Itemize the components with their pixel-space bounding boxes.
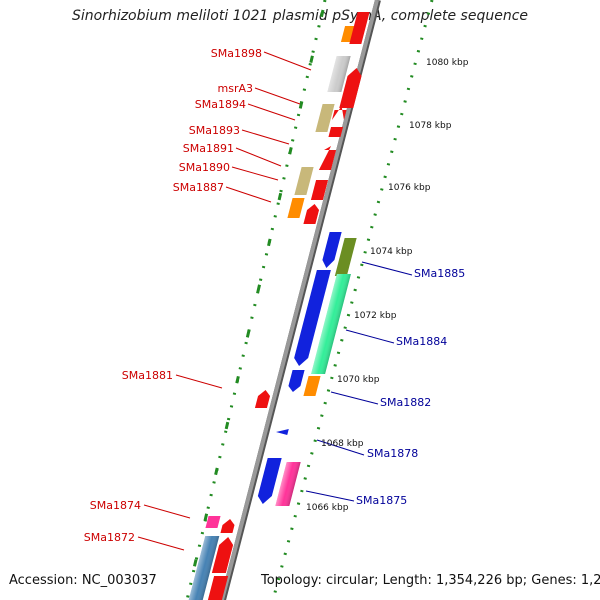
leader-line bbox=[143, 504, 191, 519]
gene-label: SMa1893 bbox=[189, 124, 240, 137]
gene-arrow bbox=[311, 274, 351, 374]
gene-arrow bbox=[294, 270, 331, 366]
right-gene-labels: SMa1885 SMa1884 SMa1882 SMa1878 SMa1875 bbox=[356, 267, 465, 507]
gene-label: SMa1885 bbox=[414, 267, 465, 280]
gene-label: SMa1874 bbox=[90, 499, 141, 512]
gene-label: msrA3 bbox=[218, 82, 254, 95]
leader-line bbox=[330, 391, 379, 405]
gene-arrow bbox=[288, 370, 305, 392]
gene-arrow bbox=[331, 106, 347, 120]
gene-arrow bbox=[303, 376, 321, 396]
gene-arrow bbox=[334, 238, 357, 276]
leader-line bbox=[254, 87, 301, 105]
gene-arrows bbox=[188, 12, 370, 600]
leader-line bbox=[316, 439, 365, 456]
gene-arrow bbox=[257, 458, 282, 504]
gene-arrow bbox=[254, 390, 271, 408]
kbp-tick-label: 1074 kbp bbox=[370, 247, 413, 257]
gene-arrow bbox=[322, 232, 342, 268]
right-leaders bbox=[305, 261, 413, 502]
leader-line bbox=[225, 186, 272, 203]
gene-arrow bbox=[310, 180, 329, 200]
leader-line bbox=[137, 536, 185, 551]
map-title: Sinorhizobium meliloti 1021 plasmid pSym… bbox=[71, 8, 529, 24]
gene-label: SMa1875 bbox=[356, 494, 407, 507]
gene-arrow bbox=[211, 537, 234, 573]
leader-line bbox=[235, 147, 282, 167]
gene-label: SMa1884 bbox=[396, 335, 447, 348]
gene-arrow bbox=[188, 536, 220, 600]
leader-line bbox=[247, 103, 296, 121]
leader-line bbox=[361, 261, 413, 276]
leader-line bbox=[305, 490, 355, 502]
gene-arrow bbox=[303, 204, 320, 224]
kbp-ticks: 1080 kbp 1078 kbp 1076 kbp 1074 kbp 1072… bbox=[306, 58, 469, 513]
topology-label: Topology: circular; Length: 1,354,226 bp… bbox=[261, 573, 600, 588]
kbp-tick-label: 1072 kbp bbox=[354, 311, 397, 321]
gene-arrow bbox=[275, 462, 301, 506]
gene-arrow bbox=[328, 127, 344, 137]
leader-line bbox=[345, 329, 395, 344]
kbp-tick-label: 1076 kbp bbox=[388, 183, 431, 193]
gene-label: SMa1872 bbox=[84, 531, 135, 544]
kbp-tick-label: 1068 kbp bbox=[321, 439, 364, 449]
kbp-tick-label: 1080 kbp bbox=[426, 58, 469, 68]
gene-label: SMa1887 bbox=[173, 181, 224, 194]
gene-label: SMa1891 bbox=[183, 142, 234, 155]
gene-label: SMa1882 bbox=[380, 396, 431, 409]
accession-label: Accession: NC_003037 bbox=[9, 573, 157, 588]
gene-arrow bbox=[339, 68, 362, 108]
gc-track-left bbox=[185, 0, 327, 600]
gene-arrow bbox=[315, 104, 335, 132]
gene-arrow bbox=[220, 519, 235, 533]
gene-label: SMa1878 bbox=[367, 447, 418, 460]
left-gene-labels: SMa1898 msrA3 SMa1894 SMa1893 SMa1891 SM… bbox=[84, 47, 262, 544]
gene-arrow bbox=[287, 198, 305, 218]
left-leaders bbox=[137, 51, 312, 551]
gene-arrow bbox=[327, 56, 351, 92]
gene-arrow bbox=[294, 167, 314, 195]
gene-arrow bbox=[349, 12, 370, 44]
kbp-tick-label: 1078 kbp bbox=[409, 121, 452, 131]
leader-line bbox=[231, 166, 279, 181]
leader-line bbox=[241, 129, 290, 145]
gene-label: SMa1881 bbox=[122, 369, 173, 382]
gene-arrow bbox=[207, 576, 229, 600]
gene-label: SMa1894 bbox=[195, 98, 246, 111]
kbp-tick-label: 1070 kbp bbox=[337, 375, 380, 385]
kbp-tick-label: 1066 kbp bbox=[306, 503, 349, 513]
gene-label: SMa1890 bbox=[179, 161, 230, 174]
gc-ticks-left bbox=[187, 9, 325, 591]
gene-label: SMa1898 bbox=[211, 47, 262, 60]
leader-line bbox=[175, 374, 223, 389]
gene-arrow bbox=[318, 146, 337, 170]
gene-arrow bbox=[276, 429, 289, 435]
gene-arrow bbox=[205, 516, 221, 528]
leader-line bbox=[263, 51, 312, 71]
